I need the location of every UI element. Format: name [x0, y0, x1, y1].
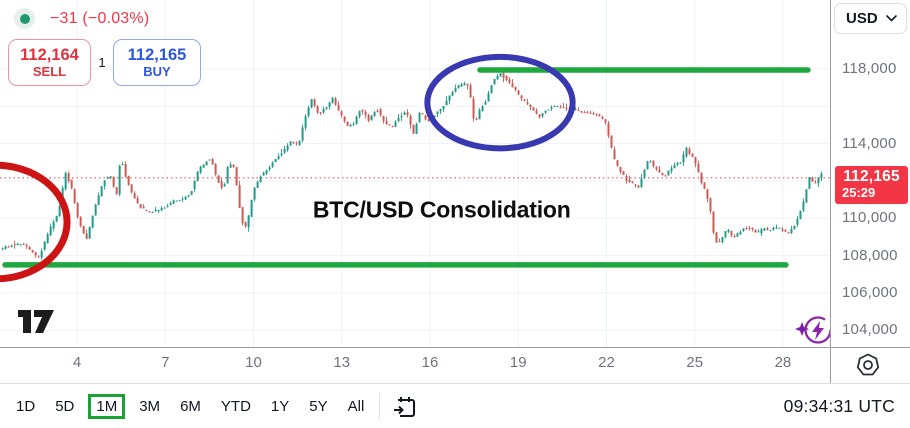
order-panel: 112,164 SELL 1 112,165 BUY: [8, 39, 201, 86]
range-button-5d[interactable]: 5D: [55, 397, 75, 415]
range-button-1d[interactable]: 1D: [16, 397, 36, 415]
range-button-1y[interactable]: 1Y: [270, 397, 290, 415]
time-axis-label: 19: [509, 354, 527, 371]
time-axis-label: 28: [774, 354, 792, 371]
buy-button[interactable]: 112,165 BUY: [113, 39, 201, 86]
utc-clock: 09:34:31 UTC: [783, 395, 895, 416]
time-axis-label: 16: [421, 354, 439, 371]
range-button-ytd[interactable]: YTD: [220, 397, 251, 415]
price-axis-label: 104,000: [842, 321, 898, 339]
chart-pane: −31 (−0.03%) 112,164 SELL 1 112,165 BUY …: [0, 0, 830, 347]
price-axis-label: 106,000: [842, 283, 898, 301]
currency-selector[interactable]: USD: [834, 3, 907, 34]
price-axis[interactable]: USD 118,000 114,000 110,000 108,000 106,000 1…: [831, 0, 910, 347]
go-to-date-icon[interactable]: [390, 394, 417, 421]
last-price-badge: 112,165 25:29: [835, 165, 908, 204]
annotation-title: BTC/USD Consolidation: [312, 196, 571, 223]
price-axis-label: 114,000: [842, 134, 897, 152]
tradingview-logo[interactable]: [15, 305, 57, 337]
axis-separator-vertical: [830, 0, 831, 383]
sell-label: SELL: [32, 63, 67, 79]
range-button-3m[interactable]: 3M: [139, 397, 161, 415]
time-axis-label: 25: [686, 354, 704, 371]
bar-countdown: 25:29: [842, 184, 876, 200]
last-price-value: 112,165: [843, 167, 900, 185]
toolbar-separator: [0, 383, 910, 384]
bottom-toolbar: 1D 5D 1M 3M 6M YTD 1Y 5Y All 09:34:31 UTC: [0, 384, 910, 428]
symbol-change-row: −31 (−0.03%): [14, 8, 149, 29]
buy-price: 112,165: [127, 45, 187, 64]
time-axis-label: 4: [72, 354, 82, 371]
time-axis-label: 10: [245, 354, 262, 371]
buy-label: BUY: [143, 63, 171, 79]
sell-price: 112,164: [20, 45, 79, 64]
price-axis-label: 118,000: [842, 60, 897, 78]
currency-label: USD: [846, 10, 878, 27]
price-axis-label: 108,000: [842, 246, 898, 264]
settings-gear-icon[interactable]: [854, 351, 882, 379]
sell-button[interactable]: 112,164 SELL: [8, 39, 91, 86]
time-axis-label: 22: [598, 354, 615, 371]
time-axis-label: 7: [161, 354, 170, 371]
price-change-text: −31 (−0.03%): [50, 9, 150, 27]
range-button-all[interactable]: All: [347, 397, 365, 415]
market-status-icon: [14, 8, 35, 29]
time-axis-label: 13: [333, 354, 351, 371]
ai-flash-icon[interactable]: [795, 313, 830, 347]
price-axis-label: 110,000: [842, 209, 897, 227]
chevron-down-icon: [886, 15, 897, 22]
time-axis[interactable]: 4 7 10 13 16 19 22 25 28: [0, 348, 910, 383]
range-selector: 1D 5D 1M 3M 6M YTD 1Y 5Y All: [13, 393, 367, 419]
axis-separator-horizontal: [0, 347, 910, 348]
range-button-6m[interactable]: 6M: [180, 397, 201, 415]
candlestick-chart[interactable]: [0, 0, 830, 347]
order-quantity[interactable]: 1: [98, 55, 106, 70]
range-button-5y[interactable]: 5Y: [309, 397, 328, 415]
range-button-1m[interactable]: 1M: [88, 393, 126, 419]
toolbar-divider: [379, 392, 381, 420]
